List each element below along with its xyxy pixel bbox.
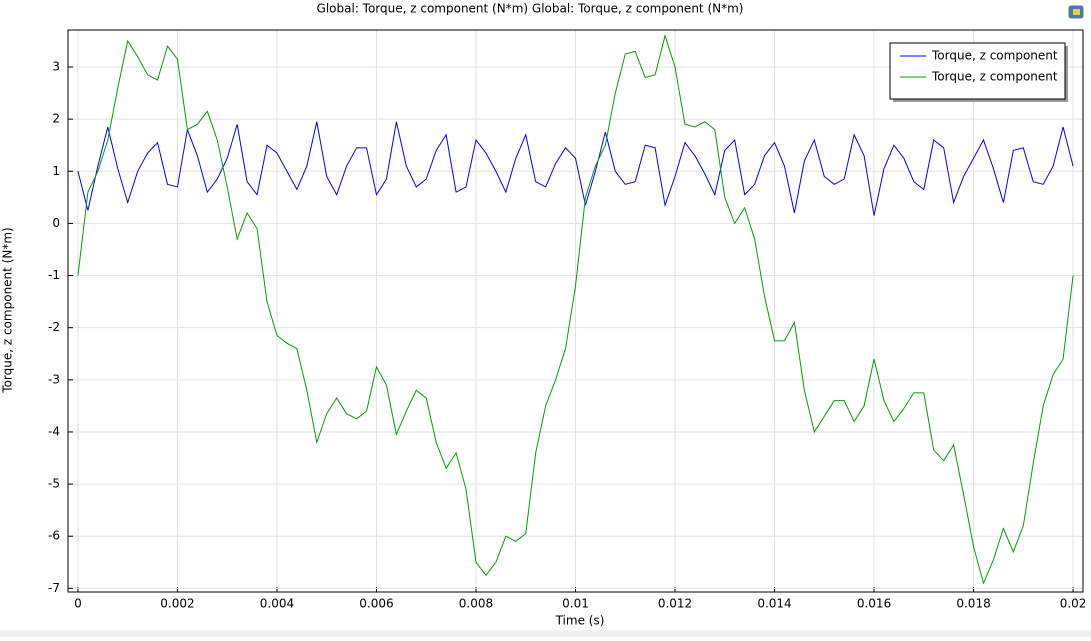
- legend-label: Torque, z component: [931, 49, 1058, 63]
- y-tick-label: -1: [48, 268, 60, 282]
- y-tick-label: 1: [52, 164, 60, 178]
- x-tick-label: 0: [74, 597, 82, 611]
- legend-label: Torque, z component: [931, 70, 1058, 84]
- x-tick-label: 0.016: [857, 597, 891, 611]
- x-tick-label: 0.004: [260, 597, 294, 611]
- y-tick-label: 2: [52, 112, 60, 126]
- chart-title: Global: Torque, z component (N*m) Global…: [317, 2, 744, 16]
- y-tick-label: -7: [48, 581, 60, 595]
- x-tick-label: 0.012: [658, 597, 692, 611]
- line: [77, 33, 1074, 585]
- x-tick-label: 0.014: [757, 597, 791, 611]
- y-tick-label: -2: [48, 320, 60, 334]
- x-tick-label: 0.01: [562, 597, 589, 611]
- y-tick-label: -6: [48, 529, 60, 543]
- x-tick-label: 0.006: [359, 597, 393, 611]
- y-tick-label: -3: [48, 372, 60, 386]
- legend-box: [889, 42, 1066, 100]
- plot-frame: [67, 29, 1084, 593]
- y-tick-label: 3: [52, 60, 60, 74]
- line: [77, 121, 1074, 216]
- x-tick-label: 0.002: [160, 597, 194, 611]
- y-axis-label: Torque, z component (N*m): [1, 227, 15, 393]
- x-tick-label: 0.008: [459, 597, 493, 611]
- x-axis-label: Time (s): [555, 614, 605, 628]
- icon-inner[interactable]: [1073, 9, 1080, 15]
- y-tick-label: 0: [52, 216, 60, 230]
- x-tick-label: 0.02: [1060, 597, 1087, 611]
- toolbar-icon[interactable]: [1068, 5, 1084, 19]
- y-tick-label: -5: [48, 477, 60, 491]
- y-tick-label: -4: [48, 424, 60, 438]
- x-tick-label: 0.018: [956, 597, 990, 611]
- bottom-strip: [0, 630, 1091, 637]
